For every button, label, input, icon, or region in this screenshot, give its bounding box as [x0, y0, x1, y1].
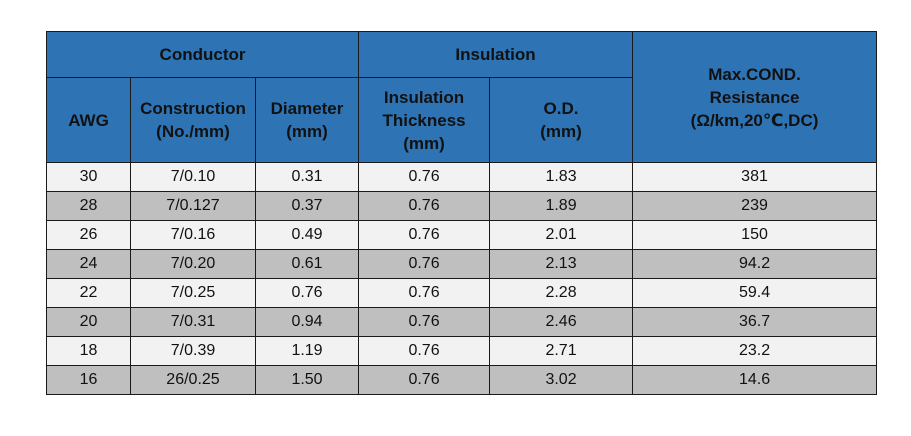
cell-construction: 7/0.127: [130, 191, 256, 221]
cell-awg: 26: [46, 220, 131, 250]
header-max-resistance-line-3: (Ω/km,20℃,DC): [690, 110, 819, 130]
cell-max-resistance: 23.2: [632, 336, 878, 366]
cell-awg: 16: [46, 365, 131, 395]
cell-outer-diameter: 2.46: [489, 307, 634, 337]
cell-max-resistance: 94.2: [632, 249, 878, 279]
header-outer-diameter: O.D. (mm): [489, 77, 634, 163]
table-header: Conductor Insulation Max.COND. Resistanc…: [45, 31, 878, 163]
cell-insulation-thickness: 0.76: [358, 307, 491, 337]
table-row: 30 7/0.10 0.31 0.76 1.83 381: [46, 162, 878, 192]
header-max-resistance: Max.COND. Resistance (Ω/km,20℃,DC): [632, 31, 878, 163]
cell-outer-diameter: 2.28: [489, 278, 634, 308]
header-insulation: Insulation: [358, 31, 634, 78]
header-thickness-line-1: Insulation: [383, 87, 465, 107]
cell-construction: 26/0.25: [130, 365, 256, 395]
cell-insulation-thickness: 0.76: [358, 162, 491, 192]
wire-spec-table: Conductor Insulation Max.COND. Resistanc…: [45, 31, 878, 395]
header-max-resistance-line-1: Max.COND.: [708, 64, 801, 84]
cell-max-resistance: 381: [632, 162, 878, 192]
cell-diameter: 0.76: [254, 278, 360, 308]
table-body: 30 7/0.10 0.31 0.76 1.83 381 28 7/0.127 …: [46, 162, 878, 395]
cell-construction: 7/0.31: [130, 307, 256, 337]
header-conductor: Conductor: [45, 31, 360, 78]
table-row: 24 7/0.20 0.61 0.76 2.13 94.2: [46, 249, 878, 279]
cell-insulation-thickness: 0.76: [358, 365, 491, 395]
cell-diameter: 0.31: [254, 162, 360, 192]
cell-awg: 22: [46, 278, 131, 308]
cell-diameter: 0.61: [254, 249, 360, 279]
cell-insulation-thickness: 0.76: [358, 278, 491, 308]
cell-max-resistance: 239: [632, 191, 878, 221]
table-row: 20 7/0.31 0.94 0.76 2.46 36.7: [46, 307, 878, 337]
cell-diameter: 1.50: [254, 365, 360, 395]
header-thickness-line-3: (mm): [403, 133, 445, 153]
table-row: 16 26/0.25 1.50 0.76 3.02 14.6: [46, 365, 878, 395]
cell-awg: 18: [46, 336, 131, 366]
header-construction-line-2: (No./mm): [156, 122, 230, 141]
cell-diameter: 0.49: [254, 220, 360, 250]
cell-construction: 7/0.39: [130, 336, 256, 366]
cell-awg: 28: [46, 191, 131, 221]
header-max-resistance-line-2: Resistance: [709, 87, 800, 107]
cell-awg: 30: [46, 162, 131, 192]
cell-insulation-thickness: 0.76: [358, 249, 491, 279]
cell-outer-diameter: 1.83: [489, 162, 634, 192]
cell-max-resistance: 36.7: [632, 307, 878, 337]
cell-outer-diameter: 1.89: [489, 191, 634, 221]
table-row: 22 7/0.25 0.76 0.76 2.28 59.4: [46, 278, 878, 308]
cell-insulation-thickness: 0.76: [358, 336, 491, 366]
cell-max-resistance: 59.4: [632, 278, 878, 308]
cell-insulation-thickness: 0.76: [358, 191, 491, 221]
cell-awg: 24: [46, 249, 131, 279]
header-awg: AWG: [46, 77, 131, 163]
cell-diameter: 0.94: [254, 307, 360, 337]
header-diameter: Diameter (mm): [254, 77, 360, 163]
cell-diameter: 0.37: [254, 191, 360, 221]
table-row: 18 7/0.39 1.19 0.76 2.71 23.2: [46, 336, 878, 366]
header-insulation-thickness: Insulation Thickness (mm): [358, 77, 491, 163]
cell-construction: 7/0.25: [130, 278, 256, 308]
cell-outer-diameter: 2.71: [489, 336, 634, 366]
header-od-line-1: O.D.: [543, 99, 579, 118]
cell-max-resistance: 14.6: [632, 365, 878, 395]
cell-max-resistance: 150: [632, 220, 878, 250]
table-row: 28 7/0.127 0.37 0.76 1.89 239: [46, 191, 878, 221]
header-construction-line-1: Construction: [140, 99, 246, 118]
cell-construction: 7/0.10: [130, 162, 256, 192]
cell-construction: 7/0.16: [130, 220, 256, 250]
cell-awg: 20: [46, 307, 131, 337]
header-sub-row: AWG Construction (No./mm) Diameter (mm) …: [46, 77, 877, 163]
cell-outer-diameter: 3.02: [489, 365, 634, 395]
header-group-row: Conductor Insulation Max.COND. Resistanc…: [45, 31, 878, 163]
header-construction: Construction (No./mm): [130, 77, 256, 163]
cell-diameter: 1.19: [254, 336, 360, 366]
cell-outer-diameter: 2.01: [489, 220, 634, 250]
header-diameter-line-1: Diameter: [270, 99, 344, 118]
table-row: 26 7/0.16 0.49 0.76 2.01 150: [46, 220, 878, 250]
header-od-line-2: (mm): [540, 122, 582, 141]
header-thickness-line-2: Thickness: [382, 110, 466, 130]
cell-construction: 7/0.20: [130, 249, 256, 279]
cell-insulation-thickness: 0.76: [358, 220, 491, 250]
cell-outer-diameter: 2.13: [489, 249, 634, 279]
header-diameter-line-2: (mm): [286, 122, 328, 141]
